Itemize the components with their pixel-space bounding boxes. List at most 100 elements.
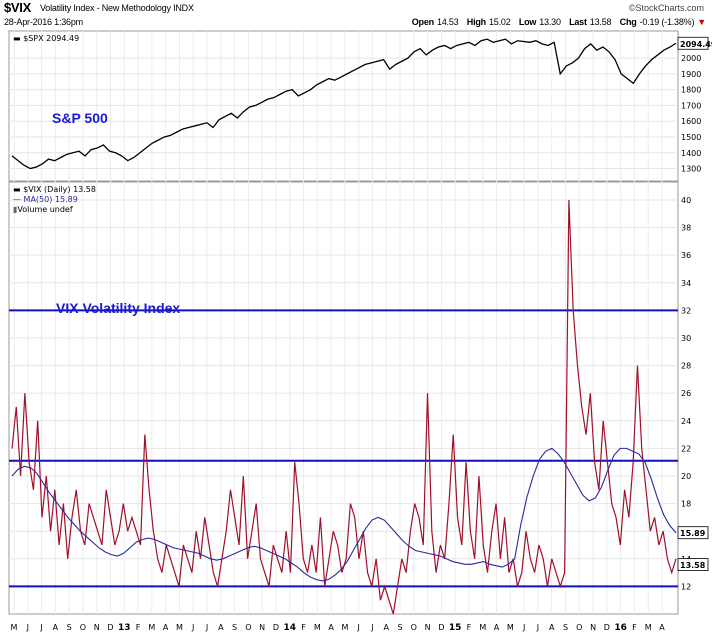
ma-legend-text: MA(50) 15.89 [24, 195, 78, 204]
low-value: 13.30 [539, 17, 561, 27]
x-tick-label: M [148, 623, 155, 632]
x-tick-label: 15 [449, 623, 462, 633]
high-value: 15.02 [488, 17, 511, 27]
spx-price-line [11, 38, 677, 170]
x-tick-label: D [438, 623, 444, 632]
value-labels: 2094.49 13.58 15.89 [677, 36, 712, 571]
x-tick-label: D [604, 623, 610, 632]
x-tick-label: J [370, 623, 373, 632]
vix-last-value-label-box [677, 558, 709, 571]
x-tick-label: O [80, 623, 86, 632]
x-tick-label: 16 [614, 623, 627, 633]
x-tick-label: M [11, 623, 18, 632]
ma-last-value-label: 15.89 [680, 529, 706, 538]
vix-y-tick-label: 26 [681, 389, 691, 398]
x-tick-label: D [273, 623, 279, 632]
spx-legend: ▬ $SPX 2094.49 [13, 34, 79, 43]
x-tick-label: A [384, 623, 390, 632]
vix-legend: ▬ $VIX (Daily) 13.58 [13, 185, 96, 194]
quote-bar: Open 14.53 High 15.02 Low 13.30 Last 13.58 C… [412, 17, 706, 27]
x-tick-label: F [136, 623, 141, 632]
x-tick-label: N [590, 623, 596, 632]
high-label: High [466, 17, 486, 27]
brand-label: ©StockCharts.com [628, 3, 704, 13]
spx-grid [9, 57, 678, 170]
x-tick-label: F [301, 623, 306, 632]
x-tick-label: J [191, 623, 194, 632]
spx-y-tick-label: 1800 [681, 86, 701, 95]
x-tick-label: N [94, 623, 100, 632]
chart-symbol: $VIX [4, 0, 31, 15]
chg-label: Chg [619, 17, 637, 27]
vix-y-tick-label: 40 [681, 196, 691, 205]
vix-y-tick-label: 38 [681, 224, 691, 233]
x-tick-label: F [632, 623, 637, 632]
volume-legend-text: Volume undef [17, 205, 72, 214]
x-tick-label: J [39, 623, 42, 632]
ma-legend: — MA(50) 15.89 [13, 195, 78, 204]
x-axis: M J J A S O N D 13 F M A M J J A S O N D 14 F M A M J J A S O N D 15 F M A M… [11, 623, 666, 633]
x-tick-label: N [425, 623, 431, 632]
x-tick-label: A [53, 623, 59, 632]
spx-y-tick-label: 1400 [681, 149, 701, 158]
x-tick-label: M [507, 623, 514, 632]
x-tick-label: J [357, 623, 360, 632]
x-tick-label: A [328, 623, 334, 632]
spx-y-tick-label: 1500 [681, 133, 701, 142]
x-tick-label: A [218, 623, 224, 632]
x-tick-label: M [479, 623, 486, 632]
spx-last-value-label: 2094.49 [680, 40, 712, 49]
vix-y-tick-label: 24 [681, 417, 691, 426]
vix-series [11, 199, 677, 615]
x-tick-label: A [494, 623, 500, 632]
x-tick-label: S [563, 623, 568, 632]
x-tick-label: A [549, 623, 555, 632]
vix-y-tick-label: 32 [681, 306, 691, 315]
down-arrow-icon: ▼ [697, 17, 706, 27]
spx-y-tick-label: 1300 [681, 165, 701, 174]
x-tick-label: N [259, 623, 265, 632]
low-label: Low [518, 17, 537, 27]
spx-y-axis: 1300 1400 1500 1600 1700 1800 1900 2000 [681, 54, 701, 173]
spx-y-tick-label: 1700 [681, 101, 701, 110]
chg-value: -0.19 (-1.38%) [639, 17, 695, 27]
x-tick-label: J [522, 623, 525, 632]
vix-y-tick-label: 18 [681, 500, 691, 509]
chart-name: Volatility Index - New Methodology INDX [40, 3, 194, 13]
vix-y-tick-label: 12 [681, 582, 691, 591]
vix-daily-line [11, 199, 677, 615]
vix-grid [9, 31, 678, 614]
x-tick-label: 13 [118, 623, 131, 633]
vix-y-tick-label: 30 [681, 334, 691, 343]
x-tick-label: A [659, 623, 665, 632]
vix-y-tick-label: 36 [681, 251, 691, 260]
last-label: Last [569, 17, 587, 27]
x-tick-label: M [314, 623, 321, 632]
x-tick-label: D [107, 623, 113, 632]
spx-y-tick-label: 1900 [681, 70, 701, 79]
x-tick-label: M [341, 623, 348, 632]
open-label: Open [411, 17, 434, 27]
x-tick-label: 14 [283, 623, 296, 633]
x-tick-label: J [205, 623, 208, 632]
x-tick-label: O [576, 623, 582, 632]
x-tick-label: F [467, 623, 472, 632]
vix-y-tick-label: 28 [681, 362, 691, 371]
volume-legend: ▮Volume undef [13, 205, 73, 214]
vix-y-tick-label: 34 [681, 279, 691, 288]
open-value: 14.53 [436, 17, 459, 27]
x-tick-label: S [232, 623, 237, 632]
x-tick-label: S [398, 623, 403, 632]
spx-last-value-label-box [677, 36, 709, 50]
spx-panel-frame [8, 30, 679, 182]
x-tick-label: O [411, 623, 417, 632]
x-tick-label: M [645, 623, 652, 632]
x-tick-label: M [176, 623, 183, 632]
spx-y-tick-label: 1600 [681, 117, 701, 126]
spx-legend-marker: ▬ [13, 34, 23, 43]
vix-y-tick-label: 22 [681, 444, 691, 453]
vix-legend-text: $VIX (Daily) 13.58 [23, 185, 96, 194]
spx-legend-text: $SPX 2094.49 [23, 34, 79, 43]
spx-annotation: S&P 500 [52, 110, 108, 126]
